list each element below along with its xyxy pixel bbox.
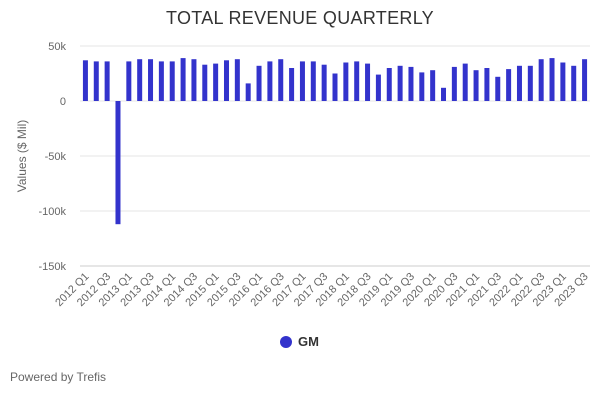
bar-2014-q3[interactable] — [191, 59, 197, 101]
legend-label: GM — [298, 334, 319, 349]
y-tick-label: -150k — [38, 261, 66, 273]
bar-2017-q4[interactable] — [332, 73, 338, 102]
legend-item-gm[interactable]: GM — [280, 334, 319, 349]
bar-2021-q4[interactable] — [506, 69, 512, 101]
bar-2017-q1[interactable] — [299, 61, 305, 101]
bar-2018-q1[interactable] — [343, 62, 349, 102]
bar-2023-q1[interactable] — [560, 62, 566, 102]
bar-2016-q4[interactable] — [289, 68, 295, 101]
bar-2023-q2[interactable] — [571, 65, 577, 101]
credit-link[interactable]: Powered by Trefis — [10, 370, 107, 384]
bar-2019-q2[interactable] — [397, 65, 403, 101]
bar-2016-q1[interactable] — [256, 65, 262, 101]
bar-2020-q3[interactable] — [451, 66, 457, 101]
y-tick-label: -50k — [45, 151, 67, 163]
y-tick-label: 0 — [60, 96, 66, 108]
bar-2013-q2[interactable] — [137, 59, 143, 101]
bar-2014-q1[interactable] — [169, 61, 175, 101]
bar-2014-q4[interactable] — [202, 64, 208, 101]
bar-2012-q1[interactable] — [82, 60, 88, 101]
bar-2018-q3[interactable] — [365, 63, 371, 101]
bar-2015-q2[interactable] — [223, 60, 229, 101]
bar-2018-q2[interactable] — [354, 61, 360, 101]
bar-2021-q3[interactable] — [495, 76, 501, 101]
bar-2015-q4[interactable] — [245, 83, 251, 101]
bar-2017-q3[interactable] — [321, 64, 327, 101]
y-tick-label: -100k — [38, 206, 66, 218]
bar-2019-q3[interactable] — [408, 66, 414, 101]
bar-2012-q2[interactable] — [93, 61, 99, 101]
bar-2013-q3[interactable] — [148, 59, 154, 101]
bar-2017-q2[interactable] — [310, 61, 316, 101]
bar-2012-q3[interactable] — [104, 61, 110, 101]
bar-2013-q1[interactable] — [126, 61, 132, 101]
bar-2023-q3[interactable] — [582, 59, 588, 101]
bar-2022-q2[interactable] — [527, 65, 533, 101]
bar-2020-q2[interactable] — [441, 87, 447, 101]
chart-title: TOTAL REVENUE QUARTERLY — [166, 8, 434, 28]
bar-2020-q1[interactable] — [430, 70, 436, 101]
bar-2012-q4[interactable] — [115, 101, 121, 225]
bar-2022-q4[interactable] — [549, 58, 555, 101]
bar-2021-q2[interactable] — [484, 68, 490, 101]
bar-2016-q3[interactable] — [278, 59, 284, 101]
legend-marker-icon — [280, 335, 292, 348]
bar-2022-q3[interactable] — [538, 59, 544, 101]
bar-2016-q2[interactable] — [267, 61, 273, 101]
bar-2015-q3[interactable] — [234, 59, 240, 101]
y-axis-label: Values ($ Mil) — [15, 120, 29, 192]
bar-2014-q2[interactable] — [180, 58, 186, 101]
bar-2019-q4[interactable] — [419, 72, 425, 101]
bar-2015-q1[interactable] — [213, 63, 219, 101]
bar-2022-q1[interactable] — [516, 65, 522, 101]
bar-2019-q1[interactable] — [386, 68, 392, 101]
bars[interactable] — [82, 58, 588, 225]
bar-2021-q1[interactable] — [473, 70, 479, 101]
bar-2020-q4[interactable] — [462, 63, 468, 101]
bar-2018-q4[interactable] — [375, 74, 381, 101]
bar-2013-q4[interactable] — [158, 61, 164, 101]
y-axis-ticks: 50k 0 -50k -100k -150k — [38, 41, 66, 273]
y-tick-label: 50k — [48, 41, 66, 53]
